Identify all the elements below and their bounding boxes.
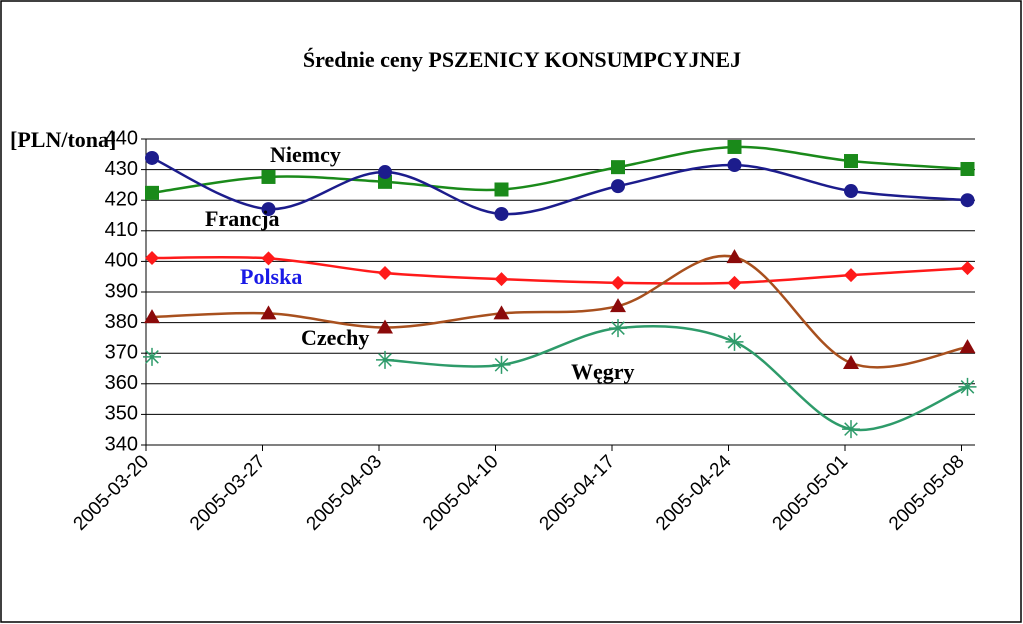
series-label: Polska <box>240 264 302 289</box>
marker <box>144 309 160 324</box>
marker <box>611 160 625 175</box>
series-line <box>151 145 968 195</box>
marker <box>958 377 977 396</box>
marker <box>844 154 858 169</box>
series-line <box>151 254 968 369</box>
marker <box>843 354 859 369</box>
marker <box>261 202 276 217</box>
marker <box>494 206 509 221</box>
marker <box>378 174 392 189</box>
series-label: Francja <box>205 206 280 231</box>
y-tick-label: 400 <box>105 250 138 272</box>
y-tick-label: 360 <box>105 372 138 394</box>
marker <box>261 251 276 266</box>
marker <box>494 272 509 287</box>
marker <box>960 193 975 208</box>
marker <box>260 305 277 320</box>
y-tick-label: 380 <box>105 311 138 333</box>
y-tick-label: 430 <box>105 158 138 180</box>
y-tick-label: 390 <box>105 280 138 302</box>
series-line <box>151 156 968 216</box>
marker <box>145 150 159 165</box>
marker <box>842 420 860 439</box>
chart-title: Średnie ceny PSZENICY KONSUMPCYJNEJ <box>303 47 741 72</box>
y-tick-label: 340 <box>105 433 138 455</box>
series-label: Węgry <box>571 359 635 384</box>
marker <box>727 275 742 290</box>
marker <box>611 179 625 194</box>
marker <box>376 350 394 369</box>
y-tick-label: 370 <box>105 341 138 363</box>
marker <box>378 266 392 281</box>
marker <box>960 261 975 276</box>
marker <box>261 169 276 184</box>
marker <box>377 319 393 334</box>
y-tick-label: 350 <box>105 403 138 425</box>
y-tick-label: 410 <box>105 219 138 241</box>
marker <box>959 339 976 354</box>
marker <box>492 355 511 374</box>
marker <box>493 305 510 320</box>
marker <box>378 165 392 180</box>
y-axis-label: [PLN/tona] <box>10 127 116 152</box>
marker <box>610 298 626 313</box>
marker <box>727 139 742 154</box>
y-tick-label: 420 <box>105 188 138 210</box>
marker <box>143 347 161 366</box>
marker <box>960 161 975 176</box>
marker <box>726 249 743 264</box>
marker <box>727 158 742 173</box>
marker <box>145 185 159 200</box>
marker <box>494 182 509 197</box>
series-label: Niemcy <box>270 142 341 167</box>
marker <box>611 275 625 290</box>
series-line <box>151 255 968 285</box>
y-tick-label: 440 <box>105 127 138 149</box>
marker <box>725 332 744 351</box>
marker <box>145 251 159 266</box>
series-label: Czechy <box>301 325 369 350</box>
marker <box>844 184 858 199</box>
marker <box>609 319 627 338</box>
marker <box>844 268 858 283</box>
